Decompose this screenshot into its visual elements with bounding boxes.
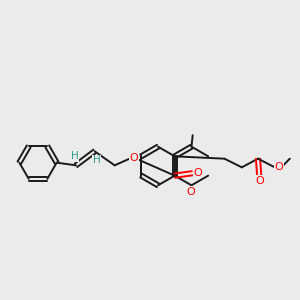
Text: H: H [71,151,79,161]
Text: O: O [129,153,138,164]
Text: O: O [255,176,264,186]
Text: O: O [187,187,195,197]
Text: O: O [193,168,202,178]
Text: O: O [274,162,283,172]
Text: H: H [93,155,101,165]
